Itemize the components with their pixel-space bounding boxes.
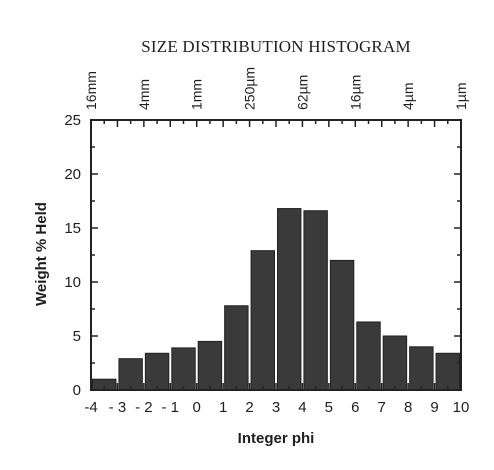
y-axis-label: Weight % Held <box>33 202 50 306</box>
bars-layer <box>92 208 461 391</box>
histogram-bar-11 <box>382 335 408 391</box>
chart-heading: SIZE DISTRIBUTION HISTOGRAM <box>141 37 411 56</box>
x-tick-label: 5 <box>325 399 333 416</box>
y-tick-label: 20 <box>64 166 81 183</box>
top-axis-size-label: 16µm <box>347 75 363 110</box>
x-tick-label: - 1 <box>162 399 180 416</box>
x-tick-label: - 2 <box>135 399 153 416</box>
histogram-bar-5 <box>224 305 249 391</box>
x-tick-label: 2 <box>245 399 253 416</box>
top-axis-size-label: 16mm <box>83 71 99 110</box>
x-tick-label: 4 <box>298 399 306 416</box>
x-axis-label: Integer phi <box>238 430 315 447</box>
top-axis-size-label: 4µm <box>400 82 416 110</box>
x-tick-label: 6 <box>351 399 359 416</box>
histogram-bar-10 <box>356 321 381 391</box>
top-axis-size-label: 4mm <box>136 79 152 110</box>
histogram-bar-9 <box>329 259 355 391</box>
y-tick-label: 25 <box>64 112 81 129</box>
histogram-bar-4 <box>197 340 223 391</box>
top-axis-size-label: 250µm <box>242 67 258 110</box>
top-axis-size-label: 62µm <box>294 75 310 110</box>
histogram-bar-2 <box>144 352 170 391</box>
x-tick-label: - 3 <box>109 399 127 416</box>
y-tick-label: 10 <box>64 274 81 291</box>
histogram-bar-1 <box>118 358 143 391</box>
top-axis-size-label: 1mm <box>189 79 205 110</box>
x-tick-label: 8 <box>404 399 412 416</box>
histogram-bar-6 <box>250 250 276 391</box>
histogram-bar-3 <box>171 347 196 391</box>
x-tick-label: 3 <box>272 399 280 416</box>
x-tick-label: -4 <box>84 399 97 416</box>
x-tick-label: 9 <box>430 399 438 416</box>
top-axis-size-label: 1µm <box>453 82 469 110</box>
histogram-bar-12 <box>409 346 434 391</box>
histogram-bar-7 <box>277 208 302 391</box>
x-tick-label: 1 <box>219 399 227 416</box>
y-tick-label: 15 <box>64 220 81 237</box>
histogram-bar-8 <box>303 210 328 391</box>
y-tick-label: 0 <box>73 382 81 399</box>
histogram-bar-13 <box>435 352 461 391</box>
labels-layer: 0 5 10 15 20 25 -4 - 3 - 2 - 1 0 1 2 3 4 5 6 7 8 9 10 16mm 4mm… <box>64 67 469 416</box>
y-tick-label: 5 <box>73 328 81 345</box>
x-tick-label: 7 <box>378 399 386 416</box>
axes-layer <box>90 119 462 391</box>
x-tick-label: 0 <box>193 399 201 416</box>
x-tick-label: 10 <box>453 399 470 416</box>
